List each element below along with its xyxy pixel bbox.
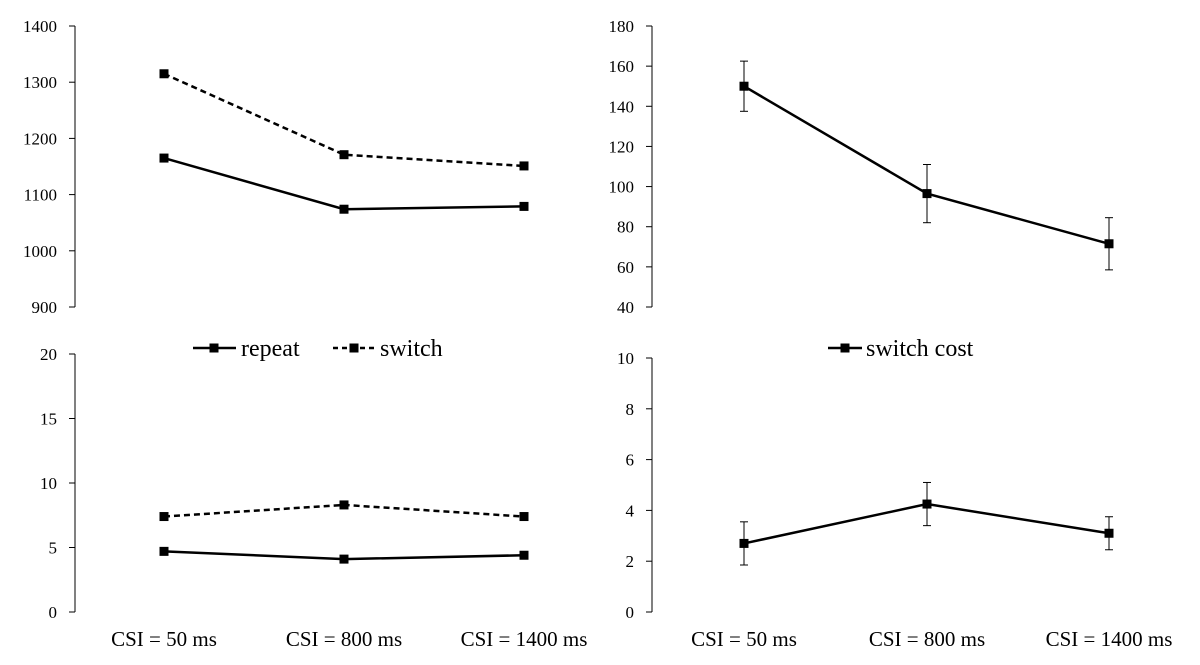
y-tick-label: 900 (32, 298, 58, 317)
data-point (922, 189, 932, 199)
y-tick-label: 1200 (23, 129, 57, 148)
x-tick-label: CSI = 50 ms (111, 627, 217, 651)
legend-item-switch-cost: switch cost (828, 336, 974, 362)
y-tick-label: 60 (617, 258, 634, 277)
data-point (159, 69, 169, 79)
series-repeat (159, 153, 529, 214)
y-tick-label: 2 (626, 552, 635, 571)
x-tick-label: CSI = 50 ms (691, 627, 797, 651)
legend-item-repeat: repeat (193, 336, 300, 362)
y-tick-label: 20 (40, 345, 57, 364)
y-tick-label: 8 (626, 400, 635, 419)
x-tick-label: CSI = 800 ms (869, 627, 985, 651)
y-tick-label: 10 (617, 349, 634, 368)
y-tick-label: 100 (609, 178, 635, 197)
data-point (922, 499, 932, 509)
legend-marker-switch (349, 343, 359, 353)
legend-item-switch: switch (333, 336, 443, 362)
x-tick-label: CSI = 1400 ms (461, 627, 588, 651)
legend-label-switch-cost: switch cost (866, 336, 974, 362)
data-point (519, 550, 529, 560)
data-point (519, 512, 529, 522)
data-point (739, 538, 749, 548)
series-repeat (159, 546, 529, 564)
data-point (739, 81, 749, 91)
y-tick-label: 1100 (24, 186, 57, 205)
data-point (339, 554, 349, 564)
x-tick-label: CSI = 800 ms (286, 627, 402, 651)
x-tick-label: CSI = 1400 ms (1046, 627, 1173, 651)
legend-left: repeat switch (193, 336, 443, 362)
y-tick-label: 5 (49, 539, 58, 558)
series-switch (159, 69, 529, 171)
legend-label-switch: switch (380, 336, 443, 362)
legend-label-repeat: repeat (241, 336, 300, 362)
data-point (1104, 528, 1114, 538)
y-tick-label: 80 (617, 218, 634, 237)
series-switch-cost (739, 60, 1114, 271)
y-tick-label: 1000 (23, 242, 57, 261)
data-point (1104, 239, 1114, 249)
data-point (519, 161, 529, 171)
data-point (339, 500, 349, 510)
y-tick-label: 10 (40, 474, 57, 493)
y-tick-label: 0 (626, 603, 635, 622)
y-tick-label: 4 (626, 501, 635, 520)
series-switch (159, 500, 529, 522)
y-tick-label: 40 (617, 298, 634, 317)
y-tick-label: 6 (626, 451, 635, 470)
y-tick-label: 0 (49, 603, 58, 622)
y-tick-label: 15 (40, 410, 57, 429)
data-point (519, 201, 529, 211)
data-point (159, 153, 169, 163)
series-line (163, 72, 525, 168)
y-tick-label: 140 (609, 97, 635, 116)
data-point (159, 512, 169, 522)
y-tick-label: 180 (609, 17, 635, 36)
chart-top-left: 900 1000 1100 1200 1300 1400 (23, 17, 529, 317)
series-line (163, 156, 525, 211)
chart-top-right: 40 60 80 100 120 140 160 180 (609, 17, 1114, 317)
data-point (339, 204, 349, 214)
chart-panels: 9001000110012001300140040608010012014016… (23, 17, 1172, 651)
legend-right: switch cost (828, 336, 974, 362)
legend-marker-switch-cost (840, 343, 850, 353)
y-tick-label: 1300 (23, 73, 57, 92)
series-switch-cost (739, 481, 1114, 566)
chart-bottom-left: 0 5 10 15 20 CSI = 50 ms CSI = 800 ms CSI = 140… (40, 345, 587, 651)
y-tick-label: 120 (609, 137, 635, 156)
chart-bottom-right: 0 2 4 6 8 10 CSI = 50 ms CSI = 800 ms CSI = 1400… (617, 349, 1172, 651)
data-point (339, 150, 349, 160)
data-point (159, 546, 169, 556)
legend-marker-repeat (209, 343, 219, 353)
y-tick-label: 160 (609, 57, 635, 76)
y-tick-label: 1400 (23, 17, 57, 36)
